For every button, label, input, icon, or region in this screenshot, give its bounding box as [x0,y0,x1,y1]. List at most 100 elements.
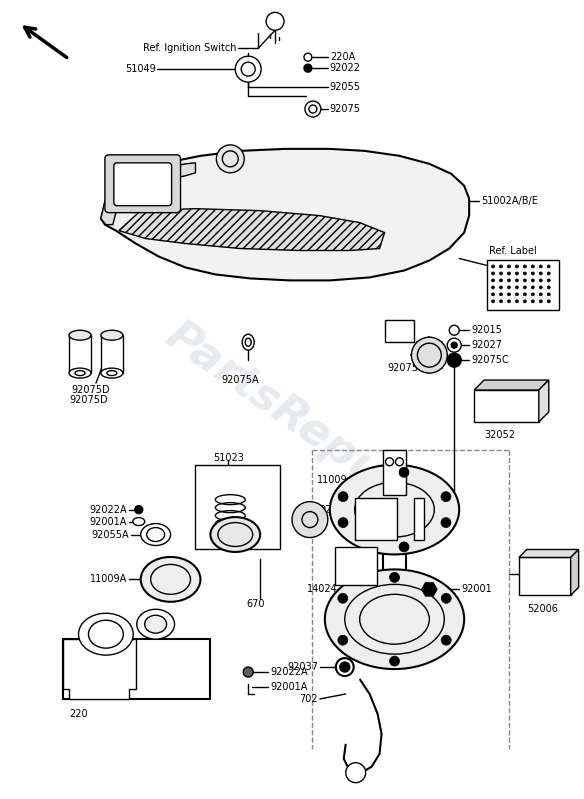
Circle shape [492,272,495,275]
Text: 92075A: 92075A [221,375,259,385]
Circle shape [492,265,495,268]
Bar [335,547,377,586]
Circle shape [523,293,526,296]
Polygon shape [519,550,579,558]
Text: 220: 220 [69,709,88,719]
Circle shape [441,518,451,527]
Circle shape [547,265,550,268]
Text: 220A: 220A [330,52,355,62]
Text: 702: 702 [299,694,318,704]
Circle shape [235,56,261,82]
Polygon shape [101,149,469,280]
Circle shape [516,293,519,296]
Circle shape [531,293,534,296]
Text: Kawasaki: Kawasaki [509,272,541,278]
Bar [384,320,415,342]
Circle shape [523,265,526,268]
FancyBboxPatch shape [105,155,180,213]
Circle shape [338,635,347,645]
Text: 11009: 11009 [317,475,347,485]
Circle shape [216,145,244,173]
Polygon shape [474,380,549,390]
Ellipse shape [242,334,254,350]
Circle shape [539,265,543,268]
Circle shape [547,300,550,303]
Polygon shape [119,209,384,251]
Circle shape [338,518,348,527]
Circle shape [442,594,451,603]
Bar [354,498,397,539]
Text: 92075D: 92075D [69,395,107,405]
Circle shape [266,12,284,30]
Circle shape [507,272,510,275]
Circle shape [499,265,502,268]
Ellipse shape [145,615,166,633]
Circle shape [547,279,550,282]
Text: 92001A: 92001A [89,517,127,527]
Circle shape [507,279,510,282]
Circle shape [292,502,328,538]
Circle shape [516,279,519,282]
Ellipse shape [210,517,260,552]
Polygon shape [422,582,437,596]
Ellipse shape [101,368,123,378]
Text: 51049: 51049 [125,64,156,74]
Circle shape [346,763,366,783]
Circle shape [338,594,347,603]
Circle shape [539,300,543,303]
Circle shape [399,542,409,552]
Text: 221: 221 [427,487,446,497]
Circle shape [412,337,447,373]
Bar [487,260,559,310]
Circle shape [499,279,502,282]
Circle shape [523,300,526,303]
Text: 92075B: 92075B [388,363,425,373]
Text: 92075C: 92075C [471,355,509,365]
Polygon shape [539,380,549,422]
Polygon shape [63,639,135,699]
Circle shape [531,272,534,275]
Bar [415,498,425,539]
Circle shape [539,286,543,289]
Text: 92075: 92075 [330,104,361,114]
Ellipse shape [137,610,175,639]
Circle shape [531,286,534,289]
Circle shape [531,300,534,303]
Circle shape [338,491,348,502]
Text: 32052: 32052 [484,430,515,440]
Circle shape [547,272,550,275]
Text: 43028: 43028 [338,590,369,599]
Text: 51002A/B/E: 51002A/B/E [481,196,538,205]
Text: 670: 670 [246,599,265,610]
Circle shape [539,272,543,275]
Text: 92022A: 92022A [270,667,308,677]
Text: 92075D: 92075D [71,385,110,395]
Circle shape [523,272,526,275]
Text: 92022A: 92022A [89,505,127,515]
Circle shape [305,101,321,117]
Text: 92001: 92001 [461,584,492,594]
Circle shape [531,265,534,268]
Text: 52006: 52006 [527,604,558,614]
Text: 92055: 92055 [330,82,361,92]
Circle shape [499,286,502,289]
Ellipse shape [330,465,459,555]
Circle shape [507,300,510,303]
Circle shape [451,342,457,348]
Text: 92001A: 92001A [270,682,308,692]
Circle shape [507,265,510,268]
Circle shape [390,656,399,666]
Circle shape [492,293,495,296]
Circle shape [507,286,510,289]
Bar [196,465,280,550]
Circle shape [523,286,526,289]
Circle shape [442,635,451,645]
Circle shape [539,279,543,282]
Circle shape [516,265,519,268]
Circle shape [507,293,510,296]
Text: 92015: 92015 [471,325,502,336]
Circle shape [499,300,502,303]
Text: 92037: 92037 [287,662,318,672]
Circle shape [492,279,495,282]
Ellipse shape [325,570,464,669]
